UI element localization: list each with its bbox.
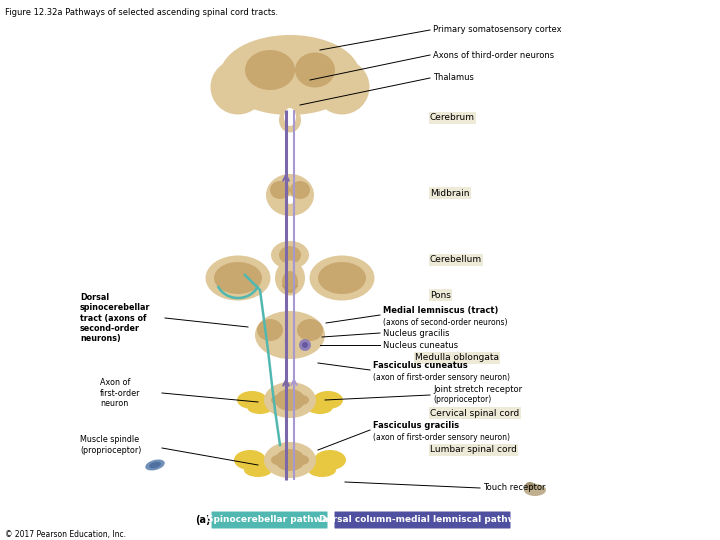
Text: Medial lemniscus (tract): Medial lemniscus (tract) xyxy=(383,306,498,314)
Ellipse shape xyxy=(275,449,305,471)
Ellipse shape xyxy=(295,455,309,465)
Text: Spinocerebellar pathway: Spinocerebellar pathway xyxy=(207,516,333,524)
Ellipse shape xyxy=(275,260,305,295)
Text: Figure 12.32a Pathways of selected ascending spinal cord tracts.: Figure 12.32a Pathways of selected ascen… xyxy=(5,8,278,17)
Text: Fasciculus cuneatus: Fasciculus cuneatus xyxy=(373,361,468,369)
Ellipse shape xyxy=(220,35,360,115)
Text: Medulla oblongata: Medulla oblongata xyxy=(415,354,499,362)
Ellipse shape xyxy=(149,462,161,468)
Ellipse shape xyxy=(271,455,285,465)
Ellipse shape xyxy=(284,108,296,126)
Text: © 2017 Pearson Education, Inc.: © 2017 Pearson Education, Inc. xyxy=(5,530,126,538)
Ellipse shape xyxy=(315,59,369,114)
Ellipse shape xyxy=(210,59,266,114)
Ellipse shape xyxy=(270,181,290,199)
Ellipse shape xyxy=(244,463,272,477)
Ellipse shape xyxy=(275,389,305,411)
Ellipse shape xyxy=(282,271,298,293)
Text: Axon of
first-order
neuron: Axon of first-order neuron xyxy=(100,378,140,408)
Text: Fasciculus gracilis: Fasciculus gracilis xyxy=(373,421,459,429)
FancyBboxPatch shape xyxy=(212,511,328,529)
Text: Nucleus cuneatus: Nucleus cuneatus xyxy=(383,341,458,349)
Ellipse shape xyxy=(271,395,285,405)
Text: Touch receptor: Touch receptor xyxy=(483,483,546,492)
Circle shape xyxy=(286,196,294,204)
Text: (a): (a) xyxy=(195,515,210,525)
Text: (axons of second-order neurons): (axons of second-order neurons) xyxy=(383,318,508,327)
Text: Dorsal
spinocerebellar
tract (axons of
second-order
neurons): Dorsal spinocerebellar tract (axons of s… xyxy=(80,293,150,343)
Text: Muscle spindle
(proprioceptor): Muscle spindle (proprioceptor) xyxy=(80,435,141,455)
Ellipse shape xyxy=(264,442,316,478)
Text: Midbrain: Midbrain xyxy=(430,188,469,198)
Ellipse shape xyxy=(524,484,546,496)
Ellipse shape xyxy=(307,402,333,414)
Ellipse shape xyxy=(310,255,374,300)
Text: (axon of first-order sensory neuron): (axon of first-order sensory neuron) xyxy=(373,373,510,381)
Ellipse shape xyxy=(271,241,309,269)
Ellipse shape xyxy=(248,402,272,414)
Ellipse shape xyxy=(145,460,165,470)
Text: (proprioceptor): (proprioceptor) xyxy=(433,395,491,404)
Ellipse shape xyxy=(279,107,301,132)
Ellipse shape xyxy=(255,311,325,359)
Text: Axons of third-order neurons: Axons of third-order neurons xyxy=(433,51,554,59)
Ellipse shape xyxy=(297,319,323,341)
Text: Joint stretch receptor: Joint stretch receptor xyxy=(433,386,522,395)
Text: Cerebellum: Cerebellum xyxy=(430,255,482,265)
Text: Pons: Pons xyxy=(430,291,451,300)
Text: (axon of first-order sensory neuron): (axon of first-order sensory neuron) xyxy=(373,433,510,442)
Text: Nucleus gracilis: Nucleus gracilis xyxy=(383,328,449,338)
Ellipse shape xyxy=(290,181,310,199)
Text: Primary somatosensory cortex: Primary somatosensory cortex xyxy=(433,25,562,35)
Ellipse shape xyxy=(214,262,262,294)
Ellipse shape xyxy=(257,319,283,341)
Text: Cerebrum: Cerebrum xyxy=(430,113,475,123)
Ellipse shape xyxy=(237,391,267,409)
Ellipse shape xyxy=(245,50,295,90)
Text: Cervical spinal cord: Cervical spinal cord xyxy=(430,408,519,417)
Text: Lumbar spinal cord: Lumbar spinal cord xyxy=(430,446,517,455)
Ellipse shape xyxy=(234,450,266,470)
Ellipse shape xyxy=(308,463,336,477)
Text: Dorsal column-medial lemniscal pathway: Dorsal column-medial lemniscal pathway xyxy=(318,516,528,524)
Circle shape xyxy=(302,342,308,348)
Ellipse shape xyxy=(205,255,271,300)
FancyBboxPatch shape xyxy=(335,511,510,529)
Text: Thalamus: Thalamus xyxy=(433,73,474,83)
Ellipse shape xyxy=(313,391,343,409)
Ellipse shape xyxy=(279,246,301,264)
Ellipse shape xyxy=(295,395,309,405)
Circle shape xyxy=(299,339,311,351)
Ellipse shape xyxy=(314,450,346,470)
Ellipse shape xyxy=(264,382,316,418)
Ellipse shape xyxy=(295,52,335,87)
Ellipse shape xyxy=(266,174,314,216)
Ellipse shape xyxy=(525,482,535,490)
Ellipse shape xyxy=(318,262,366,294)
